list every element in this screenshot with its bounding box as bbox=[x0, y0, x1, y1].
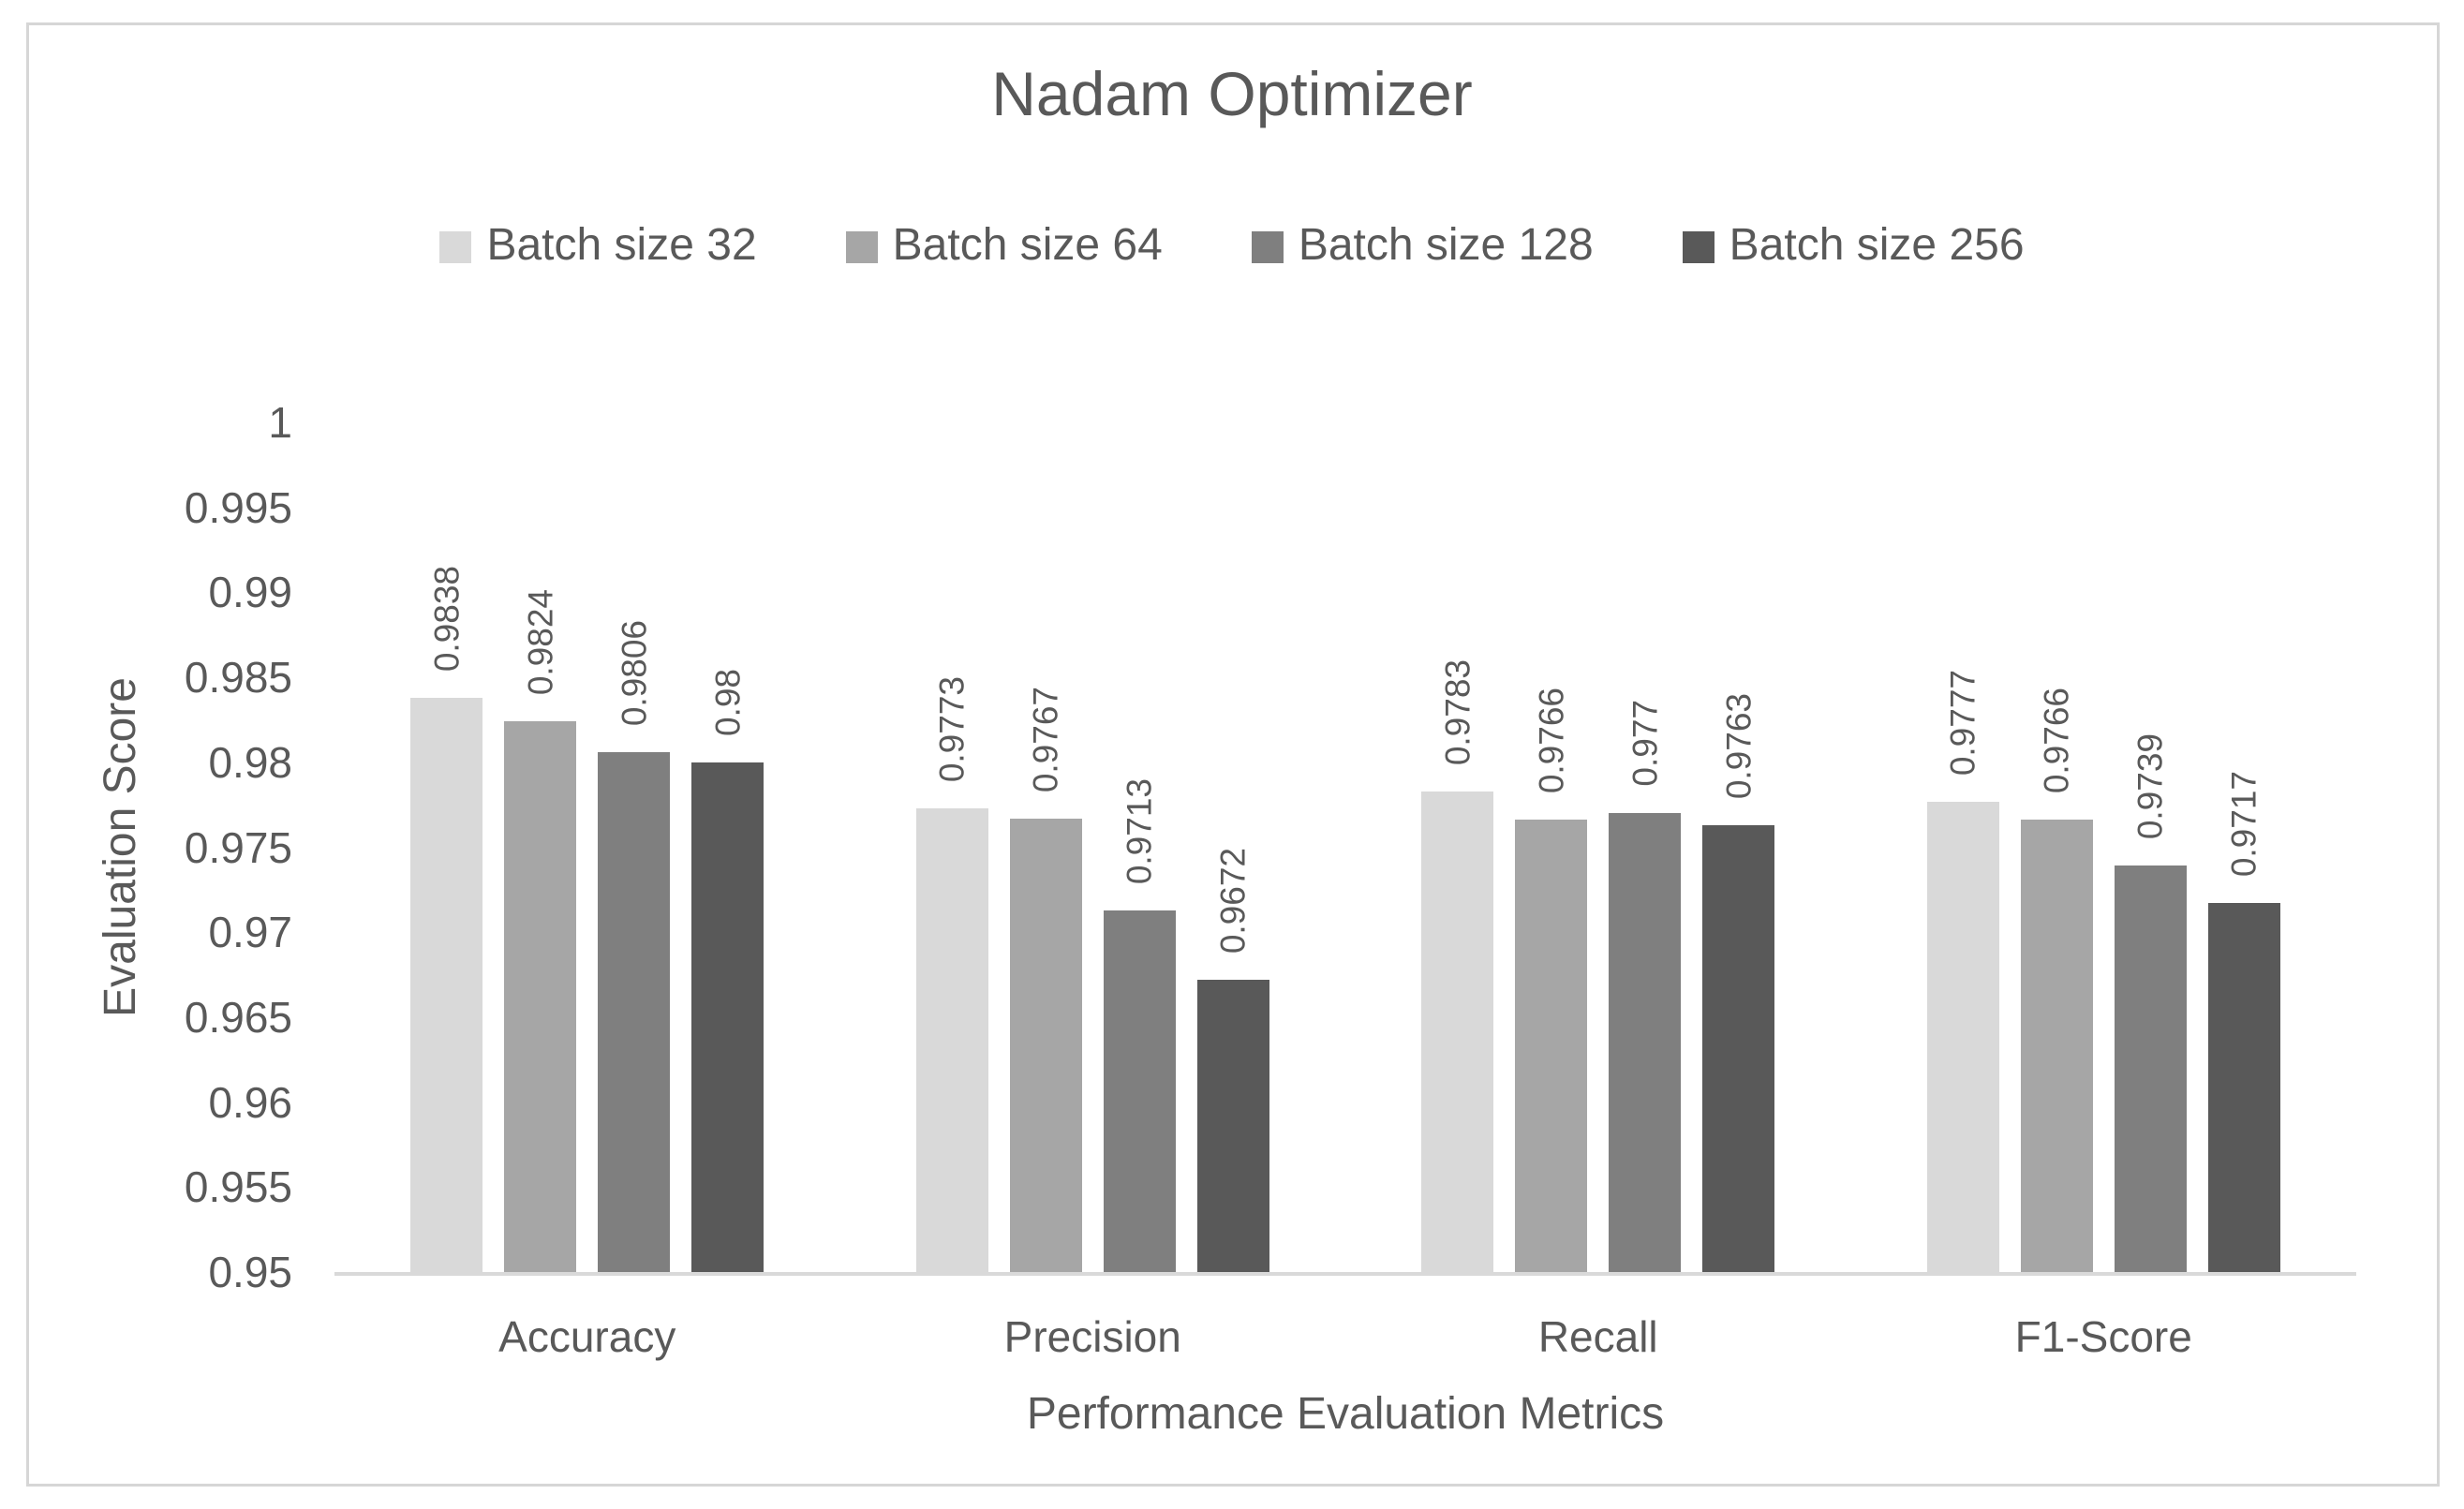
bar: 0.9766 bbox=[2020, 688, 2093, 1272]
y-tick-label: 0.95 bbox=[208, 1248, 292, 1296]
y-tick-label: 0.975 bbox=[184, 822, 292, 872]
bar-value-label: 0.9739 bbox=[2130, 732, 2170, 839]
y-tick-label: 0.98 bbox=[208, 737, 292, 787]
x-axis-line bbox=[334, 1272, 2356, 1276]
plot-area: 0.9838 0.9824 0.9806 0.98 0.9773 0.9767 0.9713… bbox=[334, 422, 2356, 1272]
bar: 0.9763 bbox=[1702, 693, 1775, 1272]
bar-value-label: 0.9783 bbox=[1438, 658, 1477, 765]
category-label: F1-Score bbox=[2014, 1312, 2192, 1361]
bar-value-label: 0.9773 bbox=[932, 675, 972, 782]
legend-item: Batch size 128 bbox=[1251, 219, 1594, 271]
bar-value-label: 0.9806 bbox=[615, 619, 654, 726]
bar-group-recall: 0.9783 0.9766 0.977 0.9763 bbox=[1345, 422, 1851, 1272]
legend-label: Batch size 256 bbox=[1729, 220, 2025, 270]
category-axis: Accuracy Precision Recall F1-Score bbox=[334, 1311, 2356, 1362]
bar-value-label: 0.9766 bbox=[1532, 687, 1571, 793]
legend: Batch size 32 Batch size 64 Batch size 128… bbox=[0, 219, 2464, 271]
legend-swatch-icon bbox=[1682, 230, 1714, 263]
bar: 0.9739 bbox=[2114, 733, 2187, 1272]
bar: 0.9713 bbox=[1103, 778, 1176, 1272]
x-axis-title: Performance Evaluation Metrics bbox=[1026, 1389, 1665, 1439]
y-tick-label: 0.965 bbox=[184, 992, 292, 1042]
bar-group-accuracy: 0.9838 0.9824 0.9806 0.98 bbox=[334, 422, 840, 1272]
bar-value-label: 0.977 bbox=[1625, 700, 1665, 787]
bar: 0.977 bbox=[1609, 700, 1682, 1272]
y-tick-label: 1 bbox=[268, 398, 292, 447]
category-label: Precision bbox=[1003, 1312, 1181, 1361]
bar-value-label: 0.9672 bbox=[1213, 847, 1253, 954]
legend-label: Batch size 32 bbox=[486, 220, 757, 270]
y-tick-label: 0.97 bbox=[208, 908, 292, 957]
bar-value-label: 0.9838 bbox=[427, 565, 467, 672]
y-tick-label: 0.955 bbox=[184, 1162, 292, 1212]
bar: 0.9773 bbox=[915, 676, 988, 1272]
bar: 0.9806 bbox=[598, 620, 671, 1272]
bar: 0.9783 bbox=[1421, 659, 1494, 1272]
chart-title: Nadam Optimizer bbox=[991, 59, 1473, 128]
bar: 0.9767 bbox=[1009, 687, 1082, 1272]
y-axis-ticks: 1 0.995 0.99 0.985 0.98 0.975 0.97 0.965 0.96 0.9… bbox=[0, 398, 292, 1296]
bar-value-label: 0.9766 bbox=[2037, 687, 2076, 793]
bar-value-label: 0.9763 bbox=[1719, 692, 1759, 799]
legend-swatch-icon bbox=[845, 230, 878, 263]
bar: 0.9777 bbox=[1926, 670, 1999, 1272]
bar-group-precision: 0.9773 0.9767 0.9713 0.9672 bbox=[840, 422, 1346, 1272]
bar: 0.9717 bbox=[2207, 771, 2280, 1272]
bar: 0.98 bbox=[691, 669, 764, 1272]
y-tick-label: 0.995 bbox=[184, 482, 292, 532]
category-label: Recall bbox=[1537, 1312, 1658, 1361]
legend-item: Batch size 64 bbox=[845, 219, 1163, 271]
bar: 0.9672 bbox=[1196, 848, 1269, 1272]
bar: 0.9838 bbox=[410, 566, 483, 1272]
bar-value-label: 0.98 bbox=[708, 668, 748, 736]
bar: 0.9766 bbox=[1515, 688, 1588, 1272]
legend-item: Batch size 32 bbox=[439, 219, 757, 271]
bar-value-label: 0.9717 bbox=[2224, 770, 2264, 877]
y-tick-label: 0.985 bbox=[184, 653, 292, 703]
bar-value-label: 0.9824 bbox=[521, 588, 560, 695]
y-tick-label: 0.99 bbox=[208, 568, 292, 617]
legend-label: Batch size 64 bbox=[892, 220, 1163, 270]
legend-item: Batch size 256 bbox=[1682, 219, 2025, 271]
bar-value-label: 0.9713 bbox=[1120, 777, 1159, 884]
bar-group-f1-score: 0.9777 0.9766 0.9739 0.9717 bbox=[1851, 422, 2357, 1272]
bar-value-label: 0.9767 bbox=[1026, 686, 1065, 792]
legend-swatch-icon bbox=[1251, 230, 1284, 263]
legend-swatch-icon bbox=[439, 230, 472, 263]
bar: 0.9824 bbox=[504, 589, 577, 1272]
bar-value-label: 0.9777 bbox=[1943, 669, 1982, 776]
y-tick-label: 0.96 bbox=[208, 1077, 292, 1127]
legend-label: Batch size 128 bbox=[1298, 220, 1594, 270]
category-label: Accuracy bbox=[498, 1312, 676, 1361]
